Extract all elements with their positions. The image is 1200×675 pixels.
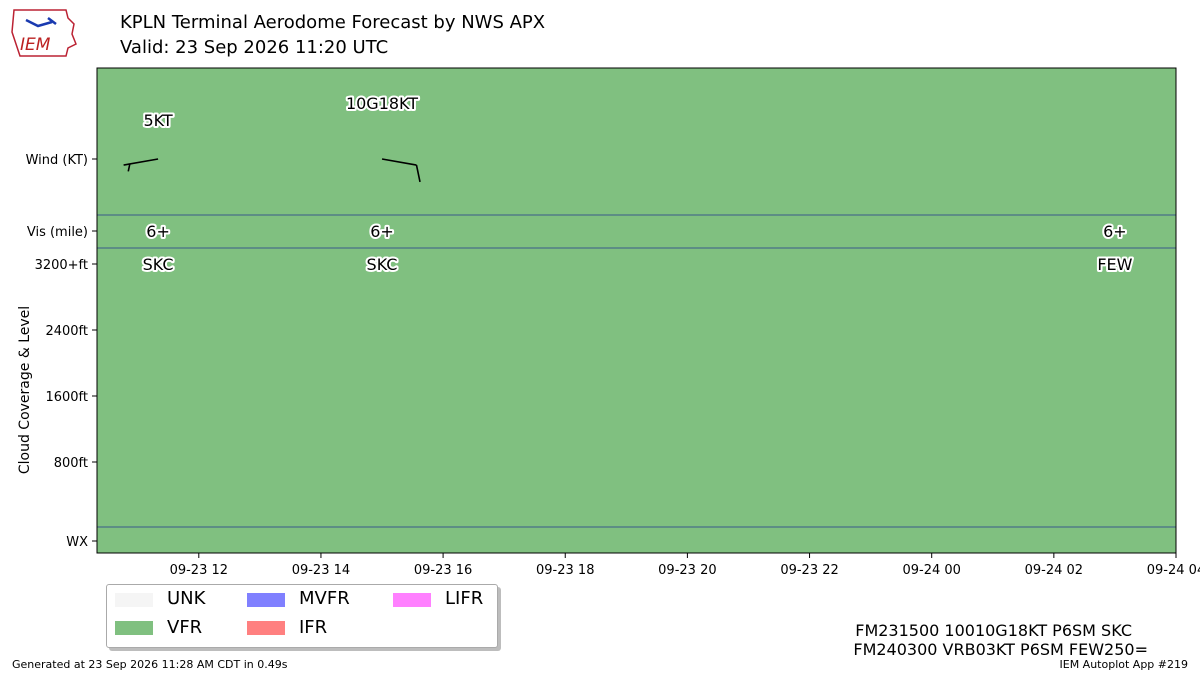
x-tick-label: 09-23 12 — [170, 563, 228, 578]
legend-swatch-mvfr — [247, 593, 285, 607]
logo-weather-icon — [25, 17, 57, 28]
wind-barb-flag — [127, 163, 131, 172]
cloud-label: SKC — [143, 255, 174, 274]
legend-label-vfr: VFR — [167, 617, 203, 638]
x-axis: 09-23 12 09-23 14 09-23 16 09-23 18 09-23 20… — [170, 553, 1200, 578]
visibility-label: 6+ — [146, 222, 170, 241]
chart-subtitle: Valid: 23 Sep 2026 11:20 UTC — [120, 37, 389, 58]
cloud-label-halo: SKC — [367, 255, 398, 274]
y-axis-label: Cloud Coverage & Level — [17, 306, 33, 474]
taf-chart: Wind (KT) Vis (mile) 3200+ft 2400ft 1600ft 80… — [17, 67, 1200, 578]
legend-label-lifr: LIFR — [445, 588, 484, 609]
legend-swatch-lifr — [393, 593, 431, 607]
x-tick-label: 09-23 22 — [780, 563, 838, 578]
visibility-label: 6+ — [370, 222, 394, 241]
y-tick-label: 3200+ft — [35, 258, 88, 273]
y-tick-label: WX — [66, 535, 88, 550]
y-tick-label: Vis (mile) — [27, 225, 88, 240]
plot-area — [97, 68, 1176, 553]
wind-label: 5KT — [143, 111, 172, 130]
cloud-label-halo: FEW — [1097, 255, 1132, 274]
x-tick-label: 09-23 18 — [536, 563, 594, 578]
x-tick-label: 09-24 04 — [1147, 563, 1200, 578]
chart-title: KPLN Terminal Aerodome Forecast by NWS A… — [120, 12, 546, 33]
visibility-label-halo: 6+ — [146, 222, 170, 241]
wind-barb — [123, 158, 159, 172]
y-tick-label: 800ft — [54, 456, 88, 471]
visibility-label-halo: 6+ — [370, 222, 394, 241]
forecast-marks: 5KT5KT6+6+SKCSKC10G18KT10G18KT6+6+SKCSKC… — [123, 92, 1135, 276]
legend-label-unk: UNK — [167, 588, 206, 609]
iem-logo: IEM — [11, 9, 77, 57]
taf-line-1: FM231500 10010G18KT P6SM SKC — [855, 621, 1132, 640]
plot-frame — [96, 67, 1177, 554]
visibility-label: 6+ — [1103, 222, 1127, 241]
x-tick-label: 09-23 16 — [414, 563, 472, 578]
wind-barb-shaft — [381, 158, 417, 166]
cloud-label: SKC — [367, 255, 398, 274]
x-tick-label: 09-24 02 — [1025, 563, 1083, 578]
y-tick-label: Wind (KT) — [26, 153, 88, 168]
wind-label: 10G18KT — [346, 94, 418, 113]
x-tick-label: 09-24 00 — [902, 563, 960, 578]
legend-swatch-unk — [115, 593, 153, 607]
wind-label-halo: 5KT — [143, 111, 172, 130]
legend: UNK MVFR LIFR VFR IFR — [106, 584, 498, 648]
wind-barb — [381, 158, 421, 183]
y-tick-label: 1600ft — [45, 390, 88, 405]
legend-label-mvfr: MVFR — [299, 588, 350, 609]
taf-line-2: FM240300 VRB03KT P6SM FEW250= — [853, 640, 1148, 659]
logo-text: IEM — [20, 35, 51, 55]
visibility-label-halo: 6+ — [1103, 222, 1127, 241]
y-tick-label: 2400ft — [45, 324, 88, 339]
wind-barb-flag — [415, 164, 421, 183]
legend-label-ifr: IFR — [299, 617, 328, 638]
cloud-label-halo: SKC — [143, 255, 174, 274]
y-axis: Wind (KT) Vis (mile) 3200+ft 2400ft 1600ft 80… — [26, 153, 97, 550]
legend-swatch-ifr — [247, 621, 285, 635]
wind-label-halo: 10G18KT — [346, 94, 418, 113]
x-tick-label: 09-23 14 — [292, 563, 350, 578]
x-tick-label: 09-23 20 — [658, 563, 716, 578]
cloud-label: FEW — [1097, 255, 1132, 274]
generated-timestamp: Generated at 23 Sep 2026 11:28 AM CDT in… — [12, 658, 288, 671]
legend-swatch-vfr — [115, 621, 153, 635]
app-credit: IEM Autoplot App #219 — [1059, 658, 1189, 671]
